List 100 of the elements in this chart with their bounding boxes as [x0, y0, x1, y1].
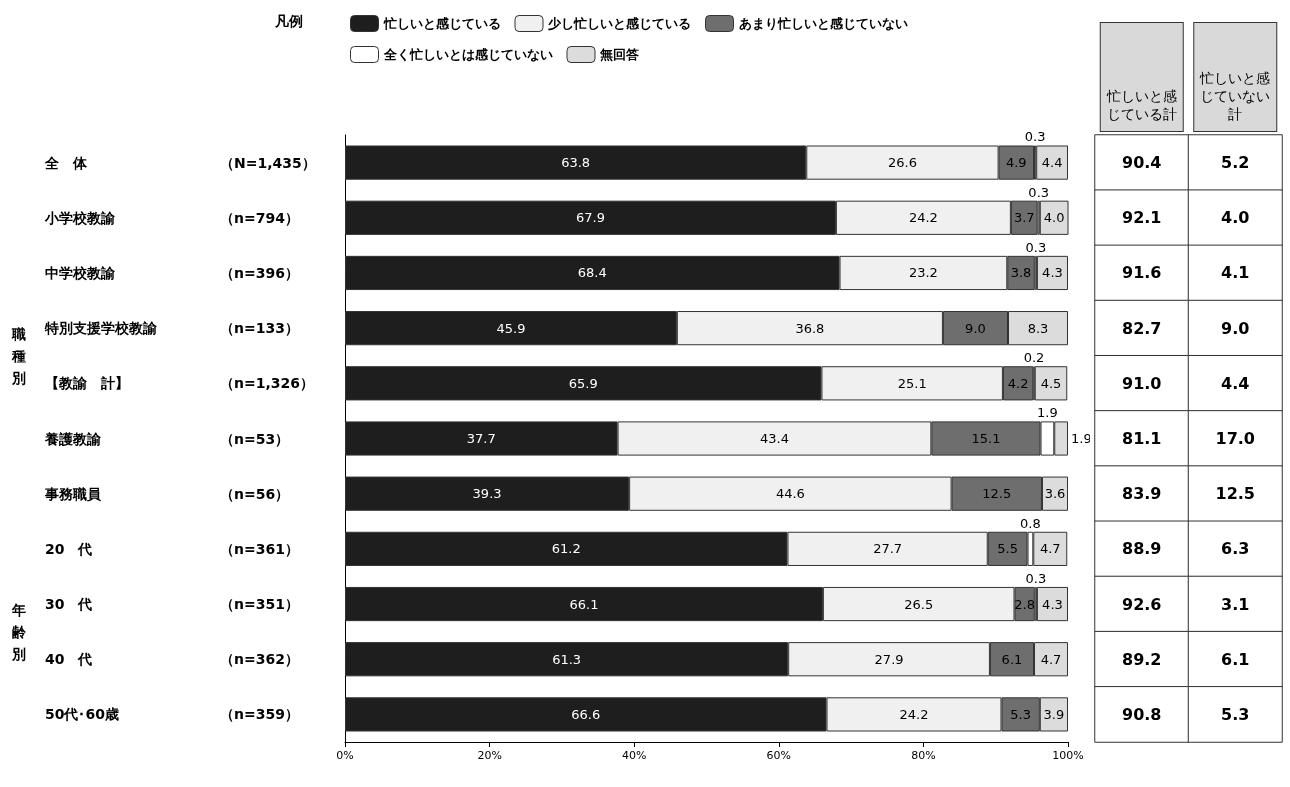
- data-label: 44.6: [775, 486, 805, 502]
- data-label: 5.3: [1221, 704, 1250, 724]
- data-label: 2.8: [1014, 596, 1035, 612]
- category-label: 50代･60歳 （n=359）: [45, 706, 299, 723]
- data-label: 88.9: [1122, 539, 1162, 559]
- category-label: 全 体 （N=1,435）: [45, 154, 316, 171]
- data-label: 3.9: [1043, 706, 1065, 722]
- data-label: 3.7: [1013, 210, 1035, 226]
- category-label: 養護教諭 （n=53）: [45, 430, 290, 447]
- data-label: 24.2: [908, 210, 938, 226]
- data-label: 82.7: [1122, 318, 1162, 338]
- data-label: 39.3: [472, 486, 502, 502]
- data-label: 5.5: [997, 541, 1018, 557]
- data-label: 0.3: [1028, 184, 1050, 200]
- bar: [1034, 366, 1068, 401]
- data-label: 6.3: [1221, 539, 1250, 559]
- data-label: 4.3: [1042, 265, 1063, 281]
- data-label: 12.5: [1215, 484, 1255, 504]
- data-label: 4.2: [1007, 375, 1029, 391]
- legend-label: 忙しいと感じている: [382, 16, 501, 31]
- x-tick-label: 80%: [911, 749, 936, 762]
- legend-title: 凡例: [274, 13, 303, 29]
- data-label: 5.2: [1221, 153, 1250, 173]
- data-label: 37.7: [466, 431, 496, 446]
- data-label: 27.7: [873, 541, 903, 557]
- data-label: 3.6: [1044, 486, 1066, 502]
- category-label: 40 代 （n=362）: [45, 651, 299, 668]
- data-label: 26.5: [904, 596, 934, 612]
- category-label: 20 代 （n=361）: [45, 540, 299, 557]
- bar: [1036, 255, 1068, 291]
- data-label: 66.6: [571, 706, 601, 722]
- data-label: 89.2: [1122, 649, 1162, 669]
- legend-label: 無回答: [599, 47, 639, 62]
- data-label: 4.3: [1042, 596, 1063, 612]
- data-label: 0.3: [1025, 239, 1047, 255]
- data-label: 0.3: [1024, 129, 1046, 145]
- data-label: 4.4: [1041, 155, 1063, 171]
- data-label: 3.1: [1221, 594, 1250, 614]
- legend-label: 全く忙しいとは感じていない: [382, 47, 553, 62]
- data-label: 4.0: [1043, 210, 1065, 226]
- legend-label: 少し忙しいと感じている: [547, 16, 691, 31]
- data-label: 24.2: [899, 706, 929, 722]
- category-label: 中学校教諭 （n=396）: [45, 264, 299, 281]
- data-label: 92.1: [1122, 208, 1162, 228]
- x-tick-label: 40%: [621, 749, 647, 762]
- data-label: 4.1: [1221, 263, 1250, 283]
- data-label: 67.9: [575, 210, 605, 226]
- data-label: 23.2: [908, 265, 938, 281]
- data-label: 0.2: [1023, 350, 1045, 366]
- data-label: 15.1: [971, 431, 1001, 446]
- data-label: 1.9: [1071, 431, 1092, 446]
- data-label: 0.8: [1020, 515, 1041, 531]
- data-label: 65.9: [568, 375, 598, 391]
- x-tick-label: 20%: [477, 749, 502, 762]
- category-label: 小学校教諭 （n=794）: [45, 209, 299, 226]
- data-label: 83.9: [1122, 484, 1162, 504]
- data-label: 5.3: [1010, 706, 1031, 722]
- data-label: 4.5: [1040, 375, 1062, 391]
- bar: [1036, 145, 1068, 180]
- data-label: 17.0: [1215, 429, 1255, 448]
- data-label: 68.4: [577, 265, 607, 281]
- data-label: 4.7: [1039, 541, 1061, 557]
- bar: [1036, 586, 1068, 622]
- data-label: 6.1: [1221, 649, 1250, 669]
- data-label: 9.0: [965, 320, 986, 336]
- x-tick-label: 60%: [766, 749, 792, 762]
- x-tick-label: 忙しいと感じている計: [1105, 88, 1177, 122]
- data-label: 90.8: [1122, 704, 1162, 724]
- data-label: 0.3: [1025, 570, 1047, 586]
- data-label: 4.9: [1005, 155, 1027, 171]
- data-label: 43.4: [759, 431, 789, 446]
- data-label: 61.2: [551, 541, 581, 557]
- category-label: 特別支援学校教諭 （n=133）: [45, 320, 299, 337]
- data-label: 27.9: [874, 651, 904, 667]
- data-label: 8.3: [1027, 320, 1049, 336]
- data-label: 91.0: [1122, 373, 1162, 393]
- data-label: 61.3: [552, 651, 582, 667]
- data-label: 63.8: [561, 155, 591, 171]
- data-label: 92.6: [1122, 594, 1162, 614]
- data-label: 81.1: [1122, 429, 1162, 448]
- data-label: 26.6: [887, 155, 917, 171]
- data-label: 6.1: [1001, 651, 1023, 667]
- data-label: 45.9: [496, 320, 526, 336]
- data-label: 36.8: [795, 320, 825, 336]
- data-label: 66.1: [569, 596, 599, 612]
- x-tick-label: 100%: [1052, 749, 1084, 762]
- data-label: 90.4: [1122, 153, 1162, 173]
- bar: [1039, 200, 1069, 235]
- data-label: 25.1: [897, 375, 927, 391]
- data-label: 1.9: [1037, 405, 1058, 421]
- data-label: 3.8: [1010, 265, 1032, 281]
- category-label: 事務職員 （n=56）: [45, 485, 290, 502]
- data-label: 4.4: [1221, 373, 1250, 393]
- category-label: 30 代 （n=351）: [45, 596, 299, 613]
- category-label: 【教諭 計】 （n=1,326）: [45, 375, 314, 392]
- data-label: 4.0: [1221, 208, 1250, 228]
- text: 職種別: [11, 325, 26, 386]
- legend-label: あまり忙しいと感じていない: [738, 16, 908, 31]
- data-label: 9.0: [1221, 318, 1250, 338]
- data-label: 4.7: [1040, 651, 1062, 667]
